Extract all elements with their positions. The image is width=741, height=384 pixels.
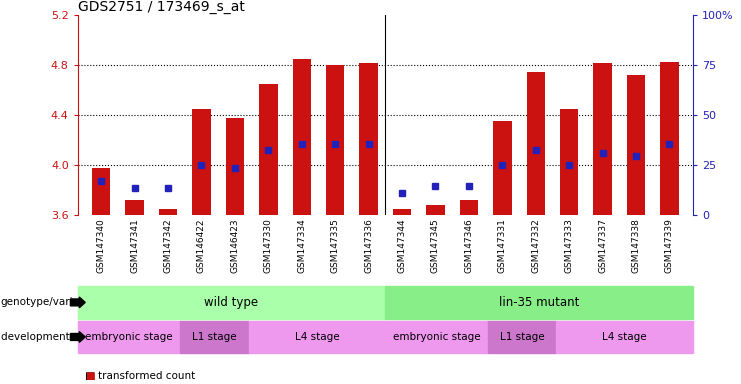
Bar bbox=[594, 63, 612, 215]
Bar bbox=[192, 109, 210, 215]
Text: GSM147334: GSM147334 bbox=[297, 218, 306, 273]
Bar bbox=[560, 109, 579, 215]
Bar bbox=[326, 65, 345, 215]
Text: GDS2751 / 173469_s_at: GDS2751 / 173469_s_at bbox=[78, 0, 245, 14]
Bar bbox=[92, 167, 110, 215]
Bar bbox=[226, 118, 244, 215]
Text: L1 stage: L1 stage bbox=[192, 332, 237, 342]
Text: GSM147341: GSM147341 bbox=[130, 218, 139, 273]
Text: wild type: wild type bbox=[205, 296, 259, 309]
Text: L4 stage: L4 stage bbox=[295, 332, 339, 342]
Bar bbox=[660, 61, 679, 215]
Text: lin-35 mutant: lin-35 mutant bbox=[499, 296, 579, 309]
Text: GSM147336: GSM147336 bbox=[364, 218, 373, 273]
Text: GSM147332: GSM147332 bbox=[531, 218, 540, 273]
Bar bbox=[426, 205, 445, 215]
Text: GSM147342: GSM147342 bbox=[164, 218, 173, 273]
Text: GSM147330: GSM147330 bbox=[264, 218, 273, 273]
Text: GSM147339: GSM147339 bbox=[665, 218, 674, 273]
Text: GSM146422: GSM146422 bbox=[197, 218, 206, 273]
Text: GSM147331: GSM147331 bbox=[498, 218, 507, 273]
Bar bbox=[359, 63, 378, 215]
Bar bbox=[159, 209, 177, 215]
Text: genotype/variation: genotype/variation bbox=[1, 297, 100, 308]
Text: L1 stage: L1 stage bbox=[499, 332, 545, 342]
Text: GSM147335: GSM147335 bbox=[330, 218, 339, 273]
Text: GSM147345: GSM147345 bbox=[431, 218, 440, 273]
Text: L4 stage: L4 stage bbox=[602, 332, 647, 342]
Text: ■: ■ bbox=[85, 371, 95, 381]
Text: GSM147337: GSM147337 bbox=[598, 218, 607, 273]
Text: GSM147340: GSM147340 bbox=[97, 218, 106, 273]
Text: ■ transformed count: ■ transformed count bbox=[85, 371, 196, 381]
Bar bbox=[459, 200, 478, 215]
Bar bbox=[293, 59, 311, 215]
Text: GSM147333: GSM147333 bbox=[565, 218, 574, 273]
Bar bbox=[493, 121, 511, 215]
Text: embryonic stage: embryonic stage bbox=[85, 332, 173, 342]
Bar bbox=[393, 209, 411, 215]
Bar bbox=[125, 200, 144, 215]
Text: embryonic stage: embryonic stage bbox=[393, 332, 480, 342]
Text: GSM147346: GSM147346 bbox=[465, 218, 473, 273]
Bar bbox=[259, 84, 278, 215]
Text: GSM147338: GSM147338 bbox=[631, 218, 640, 273]
Bar bbox=[527, 71, 545, 215]
Text: development stage: development stage bbox=[1, 332, 102, 342]
Bar bbox=[627, 75, 645, 215]
Text: GSM147344: GSM147344 bbox=[397, 218, 407, 273]
Text: GSM146423: GSM146423 bbox=[230, 218, 239, 273]
